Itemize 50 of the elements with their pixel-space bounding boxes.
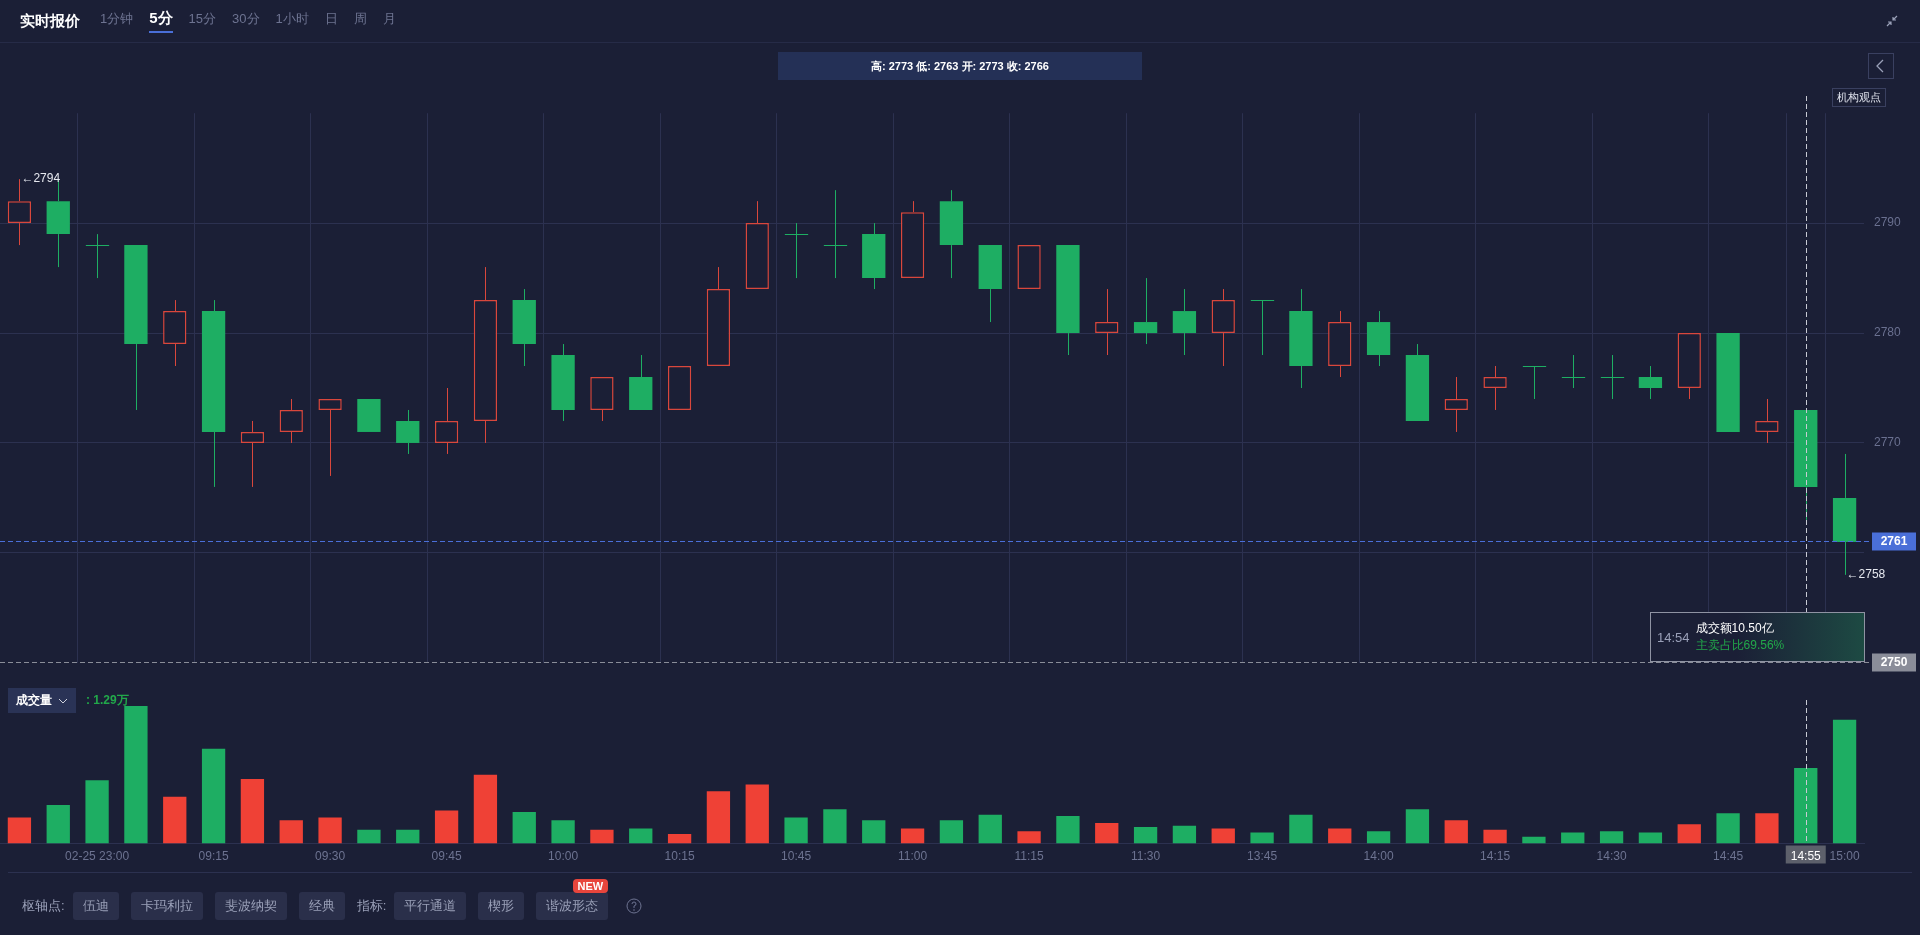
annotation: 成交额10.50亿	[1695, 620, 1775, 637]
x-tick-label: 11:30	[1131, 849, 1161, 864]
annotation: 主卖占比69.56%	[1695, 637, 1785, 654]
x-tick-label: 14:55	[1790, 849, 1822, 864]
ref-line-label: 2761	[1880, 533, 1908, 548]
x-tick-label: 09:15	[198, 849, 229, 864]
text: 伍迪	[72, 892, 119, 920]
text: 高: 2773 低: 2763 开: 2773 收: 2766	[778, 52, 1142, 80]
text: 经典	[298, 892, 345, 920]
text: 1分钟	[100, 9, 134, 28]
annotation: 14:54	[1657, 629, 1690, 645]
text: 楔形	[478, 892, 525, 920]
text: 周	[353, 9, 367, 28]
text: 斐波纳契	[214, 892, 287, 920]
annotation: ←2794	[21, 171, 61, 186]
x-tick-label: 14:30	[1596, 849, 1627, 864]
x-tick-label: 11:15	[1014, 849, 1044, 864]
x-tick-label: 14:00	[1363, 849, 1394, 864]
x-tick-label: 09:45	[431, 849, 462, 864]
y-tick-label: 2780	[1874, 325, 1902, 340]
annotation: 成交量	[8, 688, 76, 713]
x-tick-label: 14:45	[1713, 849, 1744, 864]
chart-title: 实时报价	[20, 11, 80, 31]
text: 指标:	[356, 897, 387, 915]
x-tick-label: 13:45	[1247, 849, 1278, 864]
x-tick-label: 15:00	[1829, 849, 1860, 864]
text: 1小时	[275, 9, 309, 28]
x-tick-label: 02-25 23:00	[65, 849, 130, 864]
x-tick-label: 10:00	[548, 849, 579, 864]
text: 枢轴点:	[22, 897, 65, 915]
x-tick-label: 10:15	[664, 849, 695, 864]
text: 谐波形态	[536, 892, 609, 920]
y-tick-label: 2770	[1874, 435, 1902, 450]
ref-line-label: 2750	[1880, 654, 1908, 669]
text: NEW	[572, 879, 609, 893]
text: 机构观点	[1832, 88, 1886, 107]
text: 日	[324, 9, 338, 28]
annotation: : 1.29万	[86, 692, 129, 709]
text: 卡玛利拉	[130, 892, 203, 920]
text: 5分	[149, 9, 173, 33]
text: 月	[382, 9, 396, 28]
annotation: ←2758	[1846, 567, 1886, 582]
text: 平行通道	[394, 892, 467, 920]
y-tick-label: 2790	[1874, 215, 1902, 230]
x-tick-label: 09:30	[315, 849, 346, 864]
text: 30分	[232, 9, 260, 28]
text: 15分	[188, 9, 217, 28]
x-tick-label: 10:45	[781, 849, 812, 864]
x-tick-label: 11:00	[898, 849, 928, 864]
x-tick-label: 14:15	[1480, 849, 1511, 864]
